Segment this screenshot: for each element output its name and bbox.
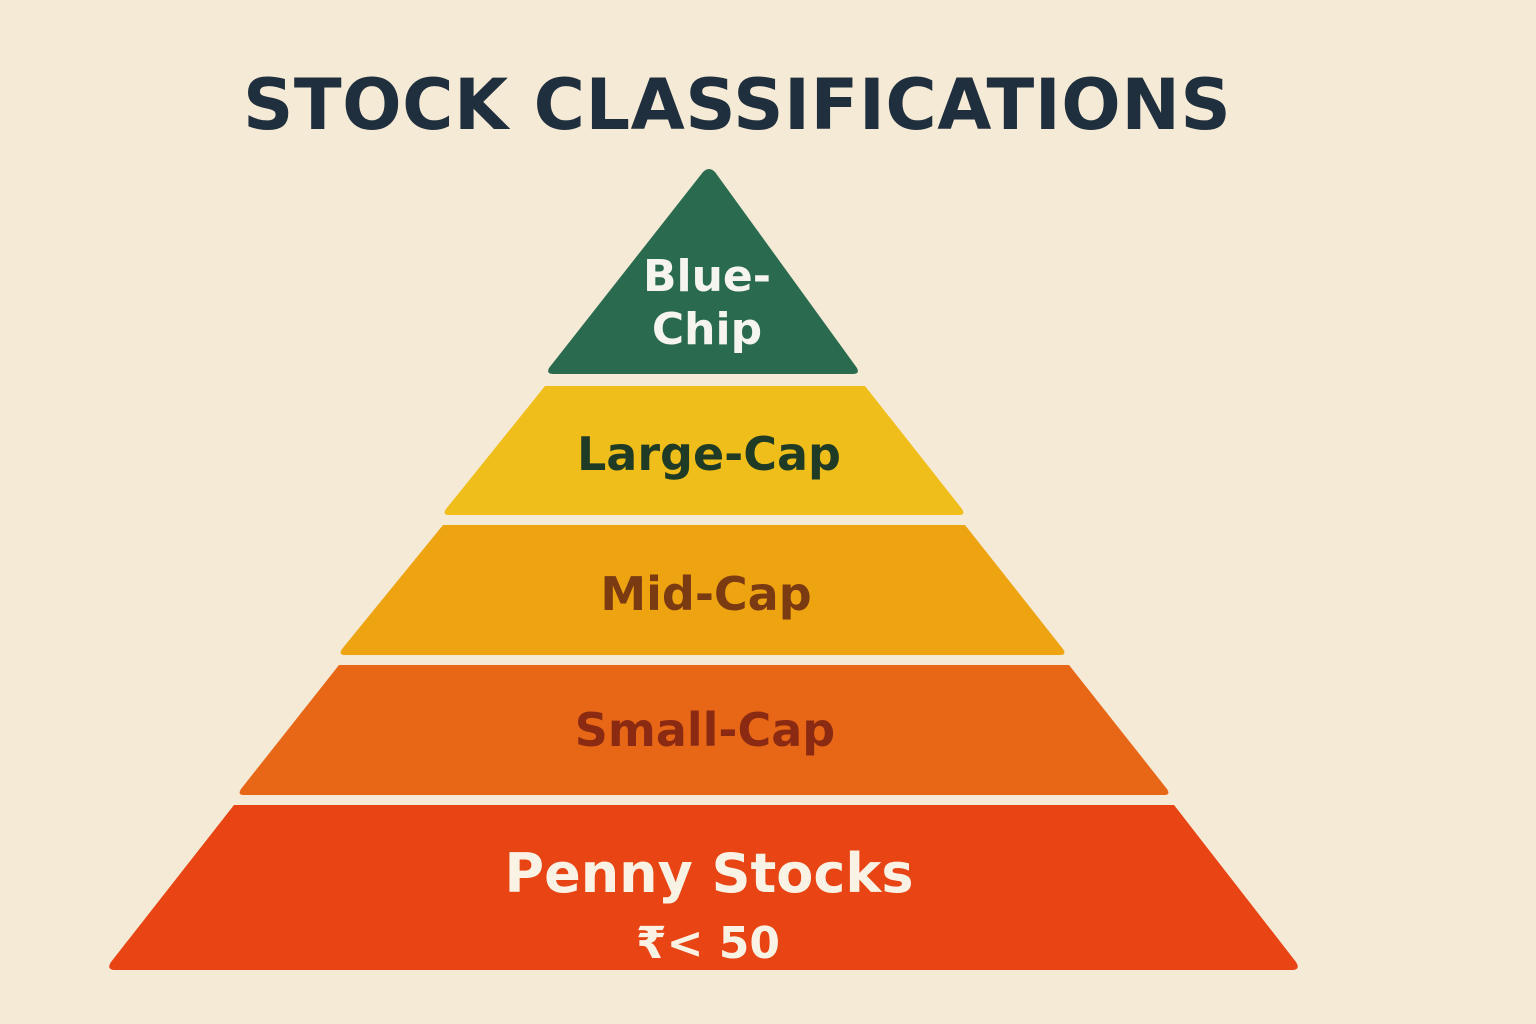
tier-small-cap-label: Small-Cap <box>575 703 835 757</box>
tier-penny-stocks <box>109 805 1298 970</box>
tier-large-cap <box>444 386 964 515</box>
tier-blue-chip <box>548 169 858 374</box>
tier-mid-cap <box>340 525 1065 655</box>
tier-large-cap-label: Large-Cap <box>577 427 841 481</box>
tier-blue-chip-label-line-2: Chip <box>652 304 762 355</box>
page-title: STOCK CLASSIFICATIONS <box>243 64 1232 146</box>
tier-small-cap <box>239 665 1169 795</box>
tier-penny-stocks-price: ₹< 50 <box>636 918 780 969</box>
tier-penny-stocks-label: Penny Stocks <box>505 842 914 905</box>
tier-blue-chip-label-line-1: Blue- <box>643 251 771 302</box>
tier-mid-cap-label: Mid-Cap <box>600 567 811 621</box>
